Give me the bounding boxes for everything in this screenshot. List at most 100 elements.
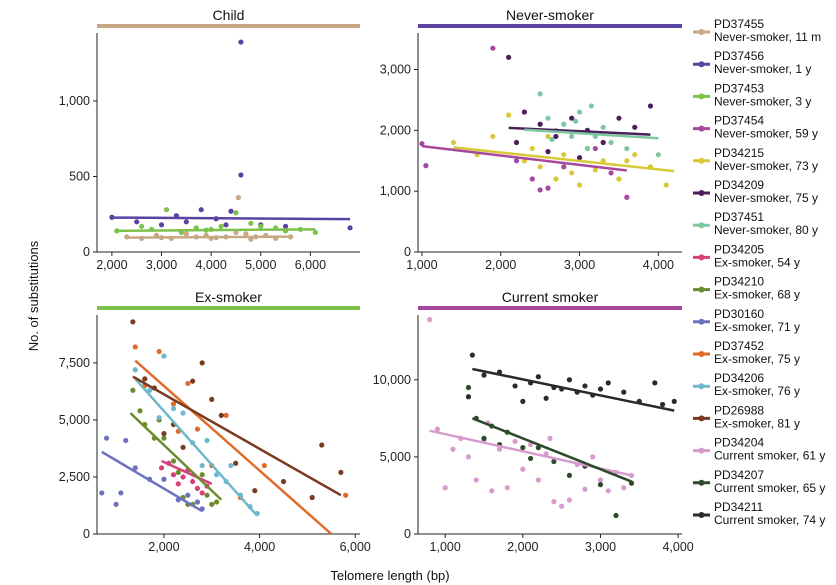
- data-point-PD37452: [195, 426, 200, 431]
- legend-sample-id: PD34207: [714, 468, 764, 482]
- legend-sample-id: PD37456: [714, 49, 764, 63]
- data-point-PD34206: [171, 406, 176, 411]
- x-tick-label: 4,000: [643, 258, 674, 272]
- data-point-PD34204: [567, 497, 572, 502]
- data-point-PD34206: [200, 463, 205, 468]
- x-tick-label: 3,000: [585, 540, 616, 554]
- data-point-PD37452: [185, 381, 190, 386]
- data-point-PD37451: [656, 152, 661, 157]
- legend-sample-group: Never-smoker, 73 y: [714, 159, 818, 173]
- data-point-PD26988: [161, 431, 166, 436]
- y-tick-label: 3,000: [380, 63, 411, 77]
- panel-0: Child2,000 3,000 4,000 5,000 6,00005001,000: [59, 7, 360, 272]
- data-point-PD37455: [236, 195, 241, 200]
- data-point-PD34211: [536, 374, 541, 379]
- x-tick-label: 4,000: [244, 540, 275, 554]
- data-point-PD34211: [466, 394, 471, 399]
- data-point-PD26988: [180, 445, 185, 450]
- figure-canvas: Child2,000 3,000 4,000 5,000 6,00005001,000 N…: [0, 0, 836, 585]
- fit-line-PD34207: [472, 418, 631, 481]
- data-point-PD34204: [505, 485, 510, 490]
- legend-sample-id: PD30160: [714, 307, 764, 321]
- data-point-PD37453: [139, 224, 144, 229]
- data-point-PD34215: [530, 146, 535, 151]
- legend-swatch-dot: [699, 158, 705, 164]
- data-point-PD37451: [573, 119, 578, 124]
- data-point-PD37452: [224, 413, 229, 418]
- data-point-PD26988: [281, 479, 286, 484]
- data-point-PD37451: [545, 116, 550, 121]
- data-point-PD26988: [142, 376, 147, 381]
- data-point-PD34209: [522, 109, 527, 114]
- data-point-PD34215: [616, 176, 621, 181]
- data-point-PD37455: [184, 231, 189, 236]
- legend-sample-group: Never-smoker, 3 y: [714, 94, 811, 108]
- data-point-PD37456: [184, 219, 189, 224]
- data-point-PD34204: [474, 477, 479, 482]
- data-point-PD26988: [219, 413, 224, 418]
- legend-swatch-dot: [699, 287, 705, 293]
- legend-sample-id: PD34209: [714, 178, 764, 192]
- data-point-PD34211: [606, 380, 611, 385]
- data-point-PD34207: [528, 456, 533, 461]
- data-point-PD34215: [451, 140, 456, 145]
- legend-swatch-dot: [699, 415, 705, 421]
- panel-title-bar: [418, 306, 682, 310]
- data-point-PD34204: [551, 499, 556, 504]
- data-point-PD37452: [343, 493, 348, 498]
- y-tick-label: 2,000: [380, 123, 411, 137]
- legend-sample-group: Ex-smoker, 54 y: [714, 255, 800, 269]
- data-point-PD34211: [621, 390, 626, 395]
- data-point-PD26988: [310, 495, 315, 500]
- legend-sample-id: PD34206: [714, 371, 764, 385]
- data-point-PD34207: [613, 513, 618, 518]
- data-point-PD34204: [559, 504, 564, 509]
- data-point-PD34204: [489, 488, 494, 493]
- x-tick-label: 2,000: [96, 258, 127, 272]
- data-point-PD34210: [204, 493, 209, 498]
- data-point-PD30160: [161, 477, 166, 482]
- data-point-PD30160: [195, 499, 200, 504]
- data-point-PD34215: [538, 164, 543, 169]
- x-axis-title: Telomere length (bp): [330, 568, 449, 583]
- y-tick-label: 10,000: [373, 373, 411, 387]
- data-point-PD34210: [200, 472, 205, 477]
- data-point-PD34209: [616, 116, 621, 121]
- data-point-PD34204: [443, 485, 448, 490]
- x-tick-label: 6,000: [295, 258, 326, 272]
- data-point-PD34211: [598, 386, 603, 391]
- data-point-PD34211: [672, 399, 677, 404]
- data-point-PD34209: [545, 149, 550, 154]
- data-point-PD37453: [248, 221, 253, 226]
- data-point-PD34207: [520, 445, 525, 450]
- data-point-PD34210: [171, 458, 176, 463]
- data-point-PD34204: [512, 439, 517, 444]
- panel-1: Never-smoker1,000 2,000 3,000 4,00001,0002,…: [380, 7, 682, 272]
- data-point-PD34205: [200, 490, 205, 495]
- y-tick-label: 500: [69, 169, 90, 183]
- data-point-PD37451: [624, 146, 629, 151]
- data-point-PD37456: [238, 172, 243, 177]
- data-point-PD34211: [481, 373, 486, 378]
- y-tick-label: 2,500: [59, 470, 90, 484]
- legend-sample-group: Ex-smoker, 75 y: [714, 352, 800, 366]
- data-point-PD37454: [538, 187, 543, 192]
- legend-swatch-dot: [699, 319, 705, 325]
- legend-sample-group: Ex-smoker, 76 y: [714, 384, 800, 398]
- legend-sample-id: PD37454: [714, 114, 764, 128]
- panel-title: Never-smoker: [506, 7, 594, 23]
- data-point-PD34210: [130, 388, 135, 393]
- data-point-PD34206: [133, 367, 138, 372]
- x-tick-label: 1,000: [430, 540, 461, 554]
- data-point-PD37454: [561, 164, 566, 169]
- data-point-PD34206: [180, 410, 185, 415]
- fit-line-PD37455: [127, 237, 291, 238]
- panel-title: Current smoker: [502, 289, 599, 305]
- legend-swatch-dot: [699, 383, 705, 389]
- data-point-PD37454: [514, 158, 519, 163]
- data-point-PD34207: [466, 385, 471, 390]
- legend-sample-group: Ex-smoker, 81 y: [714, 416, 800, 430]
- x-tick-label: 2,000: [485, 258, 516, 272]
- chart-panels: Child2,000 3,000 4,000 5,000 6,00005001,000 N…: [59, 7, 694, 554]
- data-point-PD37451: [577, 109, 582, 114]
